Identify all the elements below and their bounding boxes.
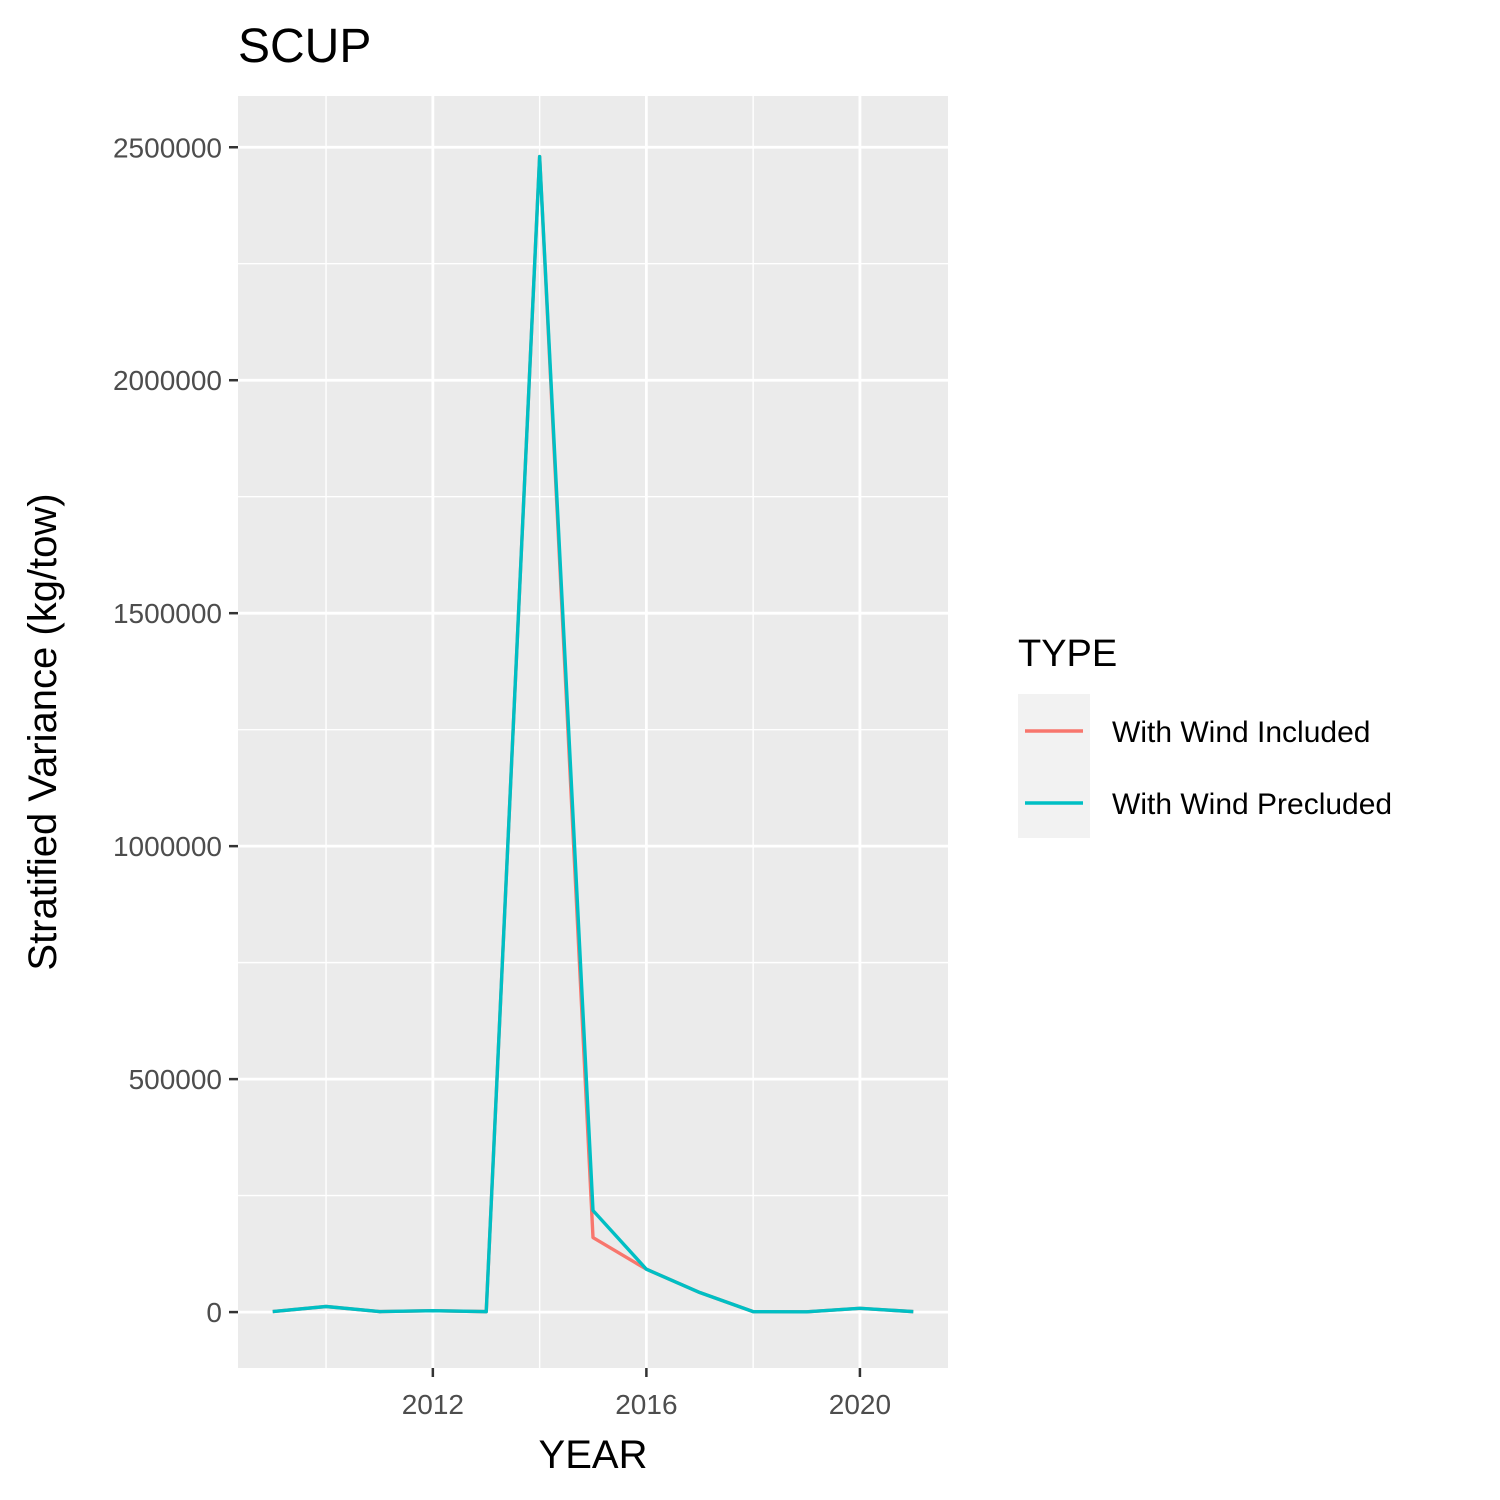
legend-label-2: With Wind Precluded: [1112, 788, 1392, 821]
x-tick-label: 2016: [615, 1389, 677, 1420]
y-tick-label: 2500000: [113, 132, 222, 163]
legend-key-background: [1018, 694, 1090, 838]
y-axis: 0 500000 1000000 1500000 2000000 2500000: [113, 132, 238, 1328]
x-axis-title: YEAR: [539, 1433, 648, 1477]
series-line-2: [272, 154, 914, 1314]
x-tick-label: 2020: [829, 1389, 891, 1420]
major-gridlines: [238, 96, 948, 1368]
y-tick-label: 1500000: [113, 598, 222, 629]
x-axis: 2012 2016 2020: [402, 1368, 891, 1420]
y-tick-label: 2000000: [113, 365, 222, 396]
y-axis-title: Stratified Variance (kg/tow): [21, 493, 65, 970]
legend: TYPE With Wind Included With Wind Preclud…: [1018, 633, 1392, 838]
minor-gridlines: [238, 96, 948, 1368]
legend-label-1: With Wind Included: [1112, 716, 1370, 749]
y-tick-label: 0: [206, 1297, 222, 1328]
y-tick-label: 500000: [129, 1064, 222, 1095]
series-lines: [272, 154, 914, 1314]
x-tick-label: 2012: [402, 1389, 464, 1420]
chart-title: SCUP: [238, 20, 371, 73]
legend-title: TYPE: [1018, 633, 1117, 675]
plot-panel: [238, 96, 948, 1368]
legend-items: With Wind Included With Wind Precluded: [1025, 716, 1392, 821]
y-tick-label: 1000000: [113, 831, 222, 862]
